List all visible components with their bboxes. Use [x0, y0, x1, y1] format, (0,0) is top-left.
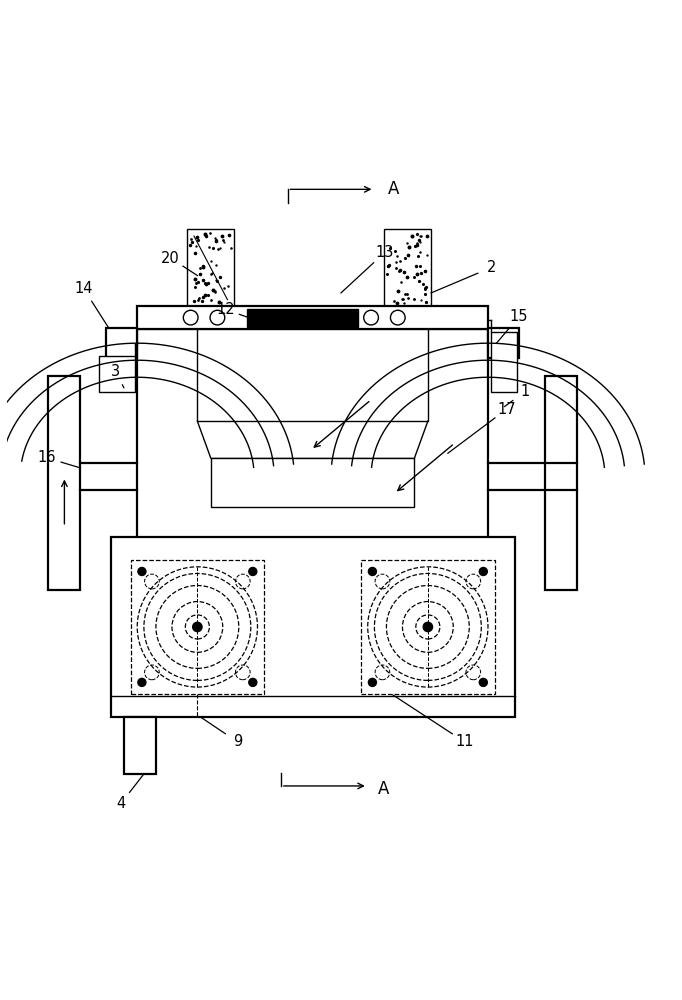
FancyBboxPatch shape	[130, 560, 264, 694]
Text: 14: 14	[74, 281, 93, 296]
Circle shape	[138, 678, 146, 686]
FancyBboxPatch shape	[545, 376, 577, 590]
Circle shape	[138, 567, 146, 575]
FancyBboxPatch shape	[124, 717, 156, 774]
Circle shape	[423, 622, 432, 632]
FancyBboxPatch shape	[137, 306, 488, 329]
Circle shape	[479, 678, 488, 686]
FancyBboxPatch shape	[248, 309, 357, 327]
Text: 1: 1	[520, 384, 529, 399]
Circle shape	[479, 567, 488, 575]
FancyBboxPatch shape	[490, 332, 518, 392]
Text: 13: 13	[375, 245, 394, 260]
Text: A: A	[378, 780, 389, 798]
Text: 11: 11	[456, 734, 474, 749]
FancyBboxPatch shape	[385, 229, 431, 306]
Text: 4: 4	[116, 796, 125, 811]
Text: 15: 15	[509, 309, 528, 324]
Text: 12: 12	[216, 302, 235, 317]
Text: 3: 3	[111, 364, 121, 379]
FancyBboxPatch shape	[197, 329, 428, 421]
Text: 16: 16	[38, 450, 57, 465]
FancyBboxPatch shape	[48, 376, 80, 590]
Text: 2: 2	[487, 260, 496, 275]
Text: 20: 20	[161, 251, 180, 266]
FancyBboxPatch shape	[106, 328, 137, 358]
FancyBboxPatch shape	[137, 329, 488, 540]
FancyBboxPatch shape	[188, 229, 234, 306]
Circle shape	[249, 567, 257, 575]
Text: 17: 17	[497, 402, 516, 417]
Circle shape	[193, 622, 202, 632]
FancyBboxPatch shape	[99, 356, 134, 392]
Text: A: A	[388, 180, 399, 198]
FancyBboxPatch shape	[110, 537, 515, 717]
Circle shape	[368, 678, 376, 686]
Circle shape	[249, 678, 257, 686]
FancyBboxPatch shape	[488, 328, 520, 358]
FancyBboxPatch shape	[361, 560, 494, 694]
FancyBboxPatch shape	[211, 458, 415, 507]
Text: 9: 9	[233, 734, 242, 749]
Circle shape	[368, 567, 376, 575]
